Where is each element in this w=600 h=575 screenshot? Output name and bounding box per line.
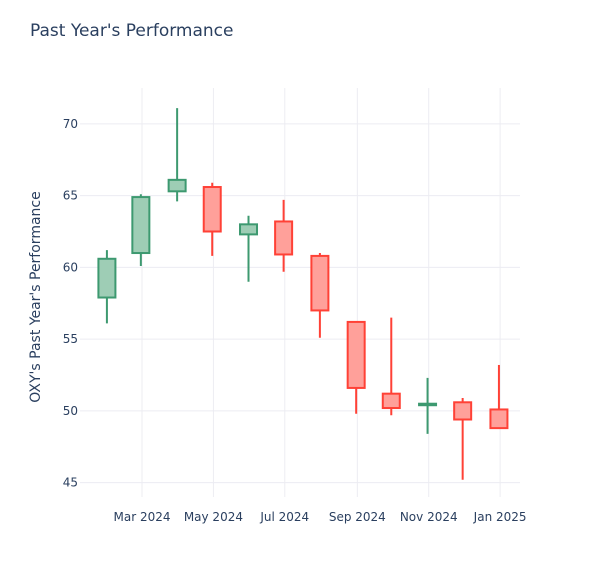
x-tick-label: Mar 2024	[114, 510, 171, 524]
y-tick-label: 65	[63, 189, 78, 203]
candle	[346, 320, 366, 414]
candle-body	[453, 401, 473, 421]
chart-title: Past Year's Performance	[30, 21, 234, 41]
candle	[418, 377, 438, 434]
candle	[97, 250, 117, 324]
candle	[310, 253, 330, 338]
candle-layer	[97, 108, 509, 480]
candle	[239, 215, 259, 282]
y-tick-label: 50	[63, 404, 78, 418]
candle	[167, 108, 187, 202]
candle-body	[131, 196, 151, 255]
candle-body	[346, 320, 366, 389]
candle-body	[202, 186, 222, 233]
y-tick-label: 45	[63, 476, 78, 490]
x-tick-label: May 2024	[184, 510, 243, 524]
candle	[489, 364, 509, 430]
x-tick-label: Jul 2024	[259, 510, 309, 524]
x-tick-label: Sep 2024	[329, 510, 386, 524]
candle-body	[310, 254, 330, 312]
candle-body	[274, 220, 294, 256]
candle-body	[418, 402, 438, 407]
candle-body	[489, 408, 509, 430]
y-tick-label: 60	[63, 260, 78, 274]
x-tick-label: Nov 2024	[400, 510, 458, 524]
candle	[453, 397, 473, 480]
grid-layer	[80, 88, 520, 497]
axis-layer: 45 50 55 60 65 70 Mar 2024 May 2024 Jul 2024 Sep …	[63, 117, 527, 524]
candle	[131, 194, 151, 266]
y-axis-label: OXY's Past Year's Performance	[28, 191, 44, 402]
candle-body	[97, 257, 117, 299]
candle	[202, 182, 222, 256]
candle-body	[167, 178, 187, 193]
candle	[381, 317, 401, 416]
y-tick-label: 55	[63, 332, 78, 346]
candle	[274, 199, 294, 272]
y-tick-label: 70	[63, 117, 78, 131]
candle-body	[381, 392, 401, 410]
x-tick-label: Jan 2025	[473, 510, 527, 524]
candle-body	[239, 223, 259, 236]
